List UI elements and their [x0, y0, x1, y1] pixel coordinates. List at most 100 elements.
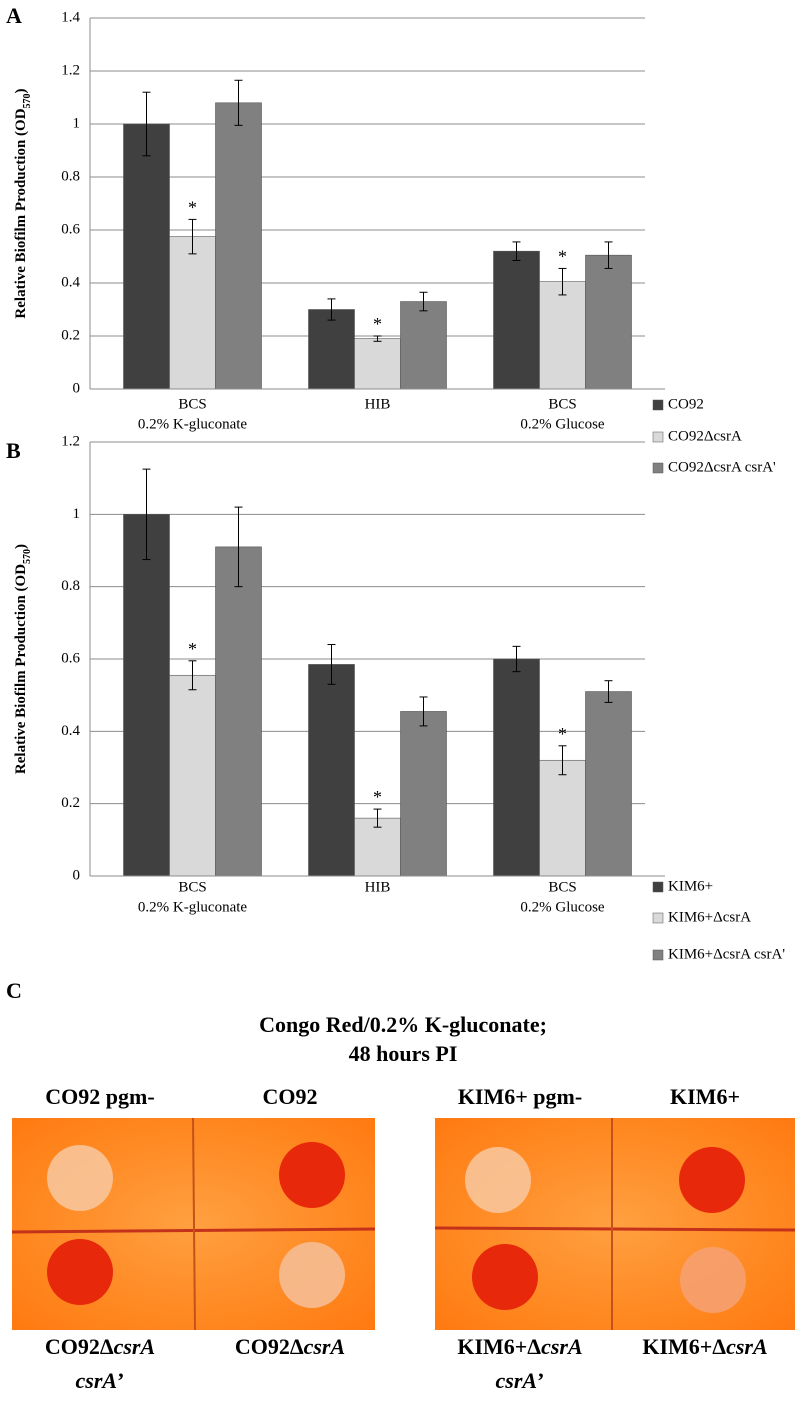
panel-title: 48 hours PI	[349, 1041, 458, 1066]
y-tick-label: 1	[73, 506, 81, 522]
legend-swatch	[652, 462, 664, 474]
bar	[400, 301, 447, 390]
bar	[123, 123, 170, 390]
y-tick-label: 0.2	[61, 327, 80, 343]
significance-mark: *	[373, 787, 382, 807]
significance-mark: *	[188, 198, 197, 218]
error-bar	[604, 241, 613, 269]
error-bar	[142, 91, 151, 157]
x-tick-label: 0.2% K-gluconate	[138, 416, 247, 432]
x-tick-label: BCS	[178, 879, 206, 895]
y-axis-label-part: Relative Biofilm Production (OD	[13, 108, 29, 318]
plate-label: CO92 pgm-	[45, 1084, 154, 1109]
error-bar	[373, 335, 382, 342]
plate-label: csrA’	[76, 1368, 125, 1393]
bar	[493, 658, 540, 877]
bar	[215, 546, 262, 877]
error-bar	[558, 745, 567, 776]
plate-label-part: ’	[117, 1368, 124, 1393]
legend-label: KIM6+ΔcsrA csrA'	[668, 946, 785, 962]
plate-label: KIM6+	[670, 1084, 740, 1109]
error-bar	[234, 79, 243, 126]
panel-title: Congo Red/0.2% K-gluconate;	[259, 1012, 547, 1037]
y-tick-label: 0.4	[61, 274, 80, 290]
legend-swatch	[652, 949, 664, 961]
bar	[539, 281, 586, 390]
plate-label: csrA’	[496, 1368, 545, 1393]
error-bar	[558, 267, 567, 296]
bar	[169, 236, 216, 390]
error-bar	[512, 241, 521, 261]
y-tick-label: 0.2	[61, 795, 80, 811]
y-axis-label-part: )	[13, 88, 29, 93]
plate-label-part: CO92Δ	[235, 1334, 304, 1359]
legend-label: CO92ΔcsrA csrA'	[668, 459, 776, 475]
legend-label: CO92ΔcsrA	[668, 428, 742, 444]
bar	[215, 102, 262, 390]
bar	[493, 250, 540, 390]
error-bar	[188, 218, 197, 255]
plate-photo-left	[11, 1117, 376, 1331]
bar	[539, 759, 586, 877]
plate-label: CO92	[263, 1084, 318, 1109]
plate-label: KIM6+ΔcsrA	[457, 1334, 582, 1359]
bar	[123, 514, 170, 877]
panel-label: B	[6, 438, 21, 463]
plate-label-part: csrA	[76, 1368, 118, 1393]
error-bar	[327, 644, 336, 685]
y-tick-label: 1.2	[61, 433, 80, 449]
legend-label: CO92	[668, 396, 704, 412]
error-bar	[188, 660, 197, 691]
significance-mark: *	[558, 724, 567, 744]
x-tick-label: BCS	[178, 396, 206, 412]
y-axis-label-part: 570	[22, 93, 33, 108]
plate-label: CO92ΔcsrA	[45, 1334, 155, 1359]
y-tick-label: 0.6	[61, 221, 80, 237]
plate-label: KIM6+ pgm-	[458, 1084, 582, 1109]
bar	[354, 338, 401, 390]
plate-label-part: csrA	[304, 1334, 346, 1359]
y-axis-label-part: 570	[22, 549, 33, 564]
legend-swatch	[652, 881, 664, 893]
plate-label-part: csrA	[114, 1334, 156, 1359]
y-tick-label: 1.4	[61, 9, 80, 25]
y-axis-label: Relative Biofilm Production (OD570)	[13, 88, 32, 318]
x-tick-label: 0.2% K-gluconate	[138, 899, 247, 915]
legend-swatch	[652, 912, 664, 924]
y-tick-label: 0	[73, 380, 81, 396]
legend-label: KIM6+ΔcsrA	[668, 909, 751, 925]
bar	[585, 254, 632, 390]
x-tick-label: BCS	[548, 396, 576, 412]
y-axis-label: Relative Biofilm Production (OD570)	[13, 544, 32, 774]
error-bar	[419, 291, 428, 312]
error-bar	[234, 506, 243, 588]
significance-mark: *	[558, 247, 567, 267]
y-tick-label: 0.6	[61, 650, 80, 666]
bar	[169, 674, 216, 877]
error-bar	[327, 298, 336, 321]
plate-label-part: ’	[537, 1368, 544, 1393]
x-tick-label: 0.2% Glucose	[520, 899, 604, 915]
plate-label-part: csrA	[496, 1368, 538, 1393]
plate-label: CO92ΔcsrA	[235, 1334, 345, 1359]
y-axis-label-part: )	[13, 544, 29, 549]
plate-label-part: csrA	[726, 1334, 768, 1359]
significance-mark: *	[373, 314, 382, 334]
error-bar	[419, 696, 428, 727]
error-bar	[512, 645, 521, 673]
x-tick-label: HIB	[365, 396, 391, 412]
y-tick-label: 0	[73, 867, 81, 883]
legend-swatch	[652, 399, 664, 411]
panel-label: C	[6, 978, 22, 1003]
significance-mark: *	[188, 639, 197, 659]
error-bar	[604, 680, 613, 703]
plate-label: KIM6+ΔcsrA	[642, 1334, 767, 1359]
y-axis-label-part: Relative Biofilm Production (OD	[13, 564, 29, 774]
error-bar	[142, 468, 151, 561]
panel-label: A	[6, 3, 22, 28]
plate-label-part: csrA	[541, 1334, 583, 1359]
y-tick-label: 0.8	[61, 168, 80, 184]
legend-label: KIM6+	[668, 878, 713, 894]
x-tick-label: 0.2% Glucose	[520, 416, 604, 432]
